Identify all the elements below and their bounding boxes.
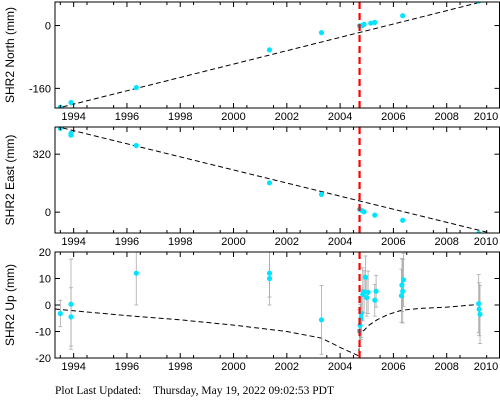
up-data-point [133,270,139,276]
north-x-tick-label: 2010 [474,111,498,123]
east-data-point [133,142,139,149]
up-data-point [400,288,406,294]
up-y-tick-label: -20 [35,353,51,365]
east-data-point [476,230,482,233]
east-y-tick-label: 320 [33,149,51,161]
east-x-tick-label: 1994 [61,236,85,248]
up-data-point [476,306,482,312]
east-x-tick-label: 2000 [221,236,245,248]
up-data-point [373,288,379,294]
north-y-tick-label: 0 [45,21,51,33]
north-data-point [318,29,325,36]
north-x-tick-label: 2004 [328,111,352,123]
east-panel: 1994 1996 1998 2000 2002 2004 2006 2008 2010 0 320… [3,126,500,248]
north-data-point [368,20,374,26]
up-x-tick-label: 2000 [221,361,245,373]
east-plot-area [56,127,493,233]
north-data-point [372,19,378,25]
up-y-tick-label: 0 [45,300,51,312]
up-frame [54,251,500,359]
north-x-tick-label: 2002 [275,111,299,123]
up-data-point [365,289,371,295]
up-data-point [400,277,407,283]
up-x-tick-label: 1994 [61,361,85,373]
up-data-point [68,301,74,307]
north-data-point [68,99,74,106]
up-x-tick-label: 2004 [328,361,352,373]
east-x-tick-label: 2004 [328,236,352,248]
east-data-point [318,191,325,197]
up-plot-area [55,252,483,357]
north-data-point [361,21,367,27]
north-data-point [133,85,139,91]
up-x-tick-label: 2010 [474,361,498,373]
up-x-tick-label: 1996 [115,361,139,373]
north-x-tick-label: 1998 [168,111,192,123]
up-x-tick-label: 2008 [434,361,458,373]
up-data-point [476,301,482,307]
north-data-point [266,47,273,53]
north-x-tick-label: 2008 [434,111,458,123]
up-data-point [266,275,273,282]
north-x-tick-label: 1996 [115,111,139,123]
east-data-point [400,217,406,223]
up-y-tick-label: 10 [39,274,51,286]
up-y-axis-title: SHR2 Up (mm) [3,264,17,346]
up-y-tick-label: 20 [39,247,51,259]
up-data-point [399,282,405,288]
up-data-point [372,297,378,303]
up-data-point [477,311,483,317]
north-plot-area [56,2,484,108]
north-x-tick-label: 1994 [61,111,85,123]
up-data-point [318,317,325,323]
up-panel: 1994 1996 1998 2000 2002 2004 2006 2008 2010-20-… [3,247,500,373]
north-y-axis-title: SHR2 North (mm) [3,7,17,103]
east-y-axis-title: SHR2 East (mm) [3,135,17,226]
east-x-tick-label: 1996 [115,236,139,248]
north-x-tick-label: 2006 [381,111,405,123]
up-model-line [55,304,479,357]
up-data-point [68,314,74,320]
east-x-tick-label: 2006 [381,236,405,248]
north-panel: 1994 1996 1998 2000 2002 2004 2006 2008 2010 -160… [3,1,500,123]
up-data-point [266,270,273,276]
up-x-tick-label: 2006 [381,361,405,373]
north-y-tick-label: -160 [29,83,51,95]
north-model-line [56,2,484,108]
up-data-point [398,293,404,299]
east-model-line [56,127,493,233]
east-data-point [372,212,378,218]
east-x-tick-label: 2010 [474,236,498,248]
up-data-point [362,274,368,280]
east-data-point [361,209,367,215]
up-y-tick-label: -10 [35,327,51,339]
east-y-tick-label: 0 [45,207,51,219]
up-x-tick-label: 1998 [168,361,192,373]
footer-timestamp: Thursday, May 19, 2022 09:02:53 PDT [153,385,334,397]
east-data-point [68,132,74,138]
north-x-tick-label: 2000 [221,111,245,123]
up-data-point [364,295,370,301]
footer-label: Plot Last Updated: [55,385,141,397]
east-x-tick-label: 2002 [275,236,299,248]
up-x-tick-label: 2002 [275,361,299,373]
east-x-tick-label: 2008 [434,236,458,248]
east-x-tick-label: 1998 [168,236,192,248]
east-data-point [266,180,273,186]
up-data-point [361,289,367,295]
north-data-point [400,13,406,19]
up-data-point [57,310,63,317]
